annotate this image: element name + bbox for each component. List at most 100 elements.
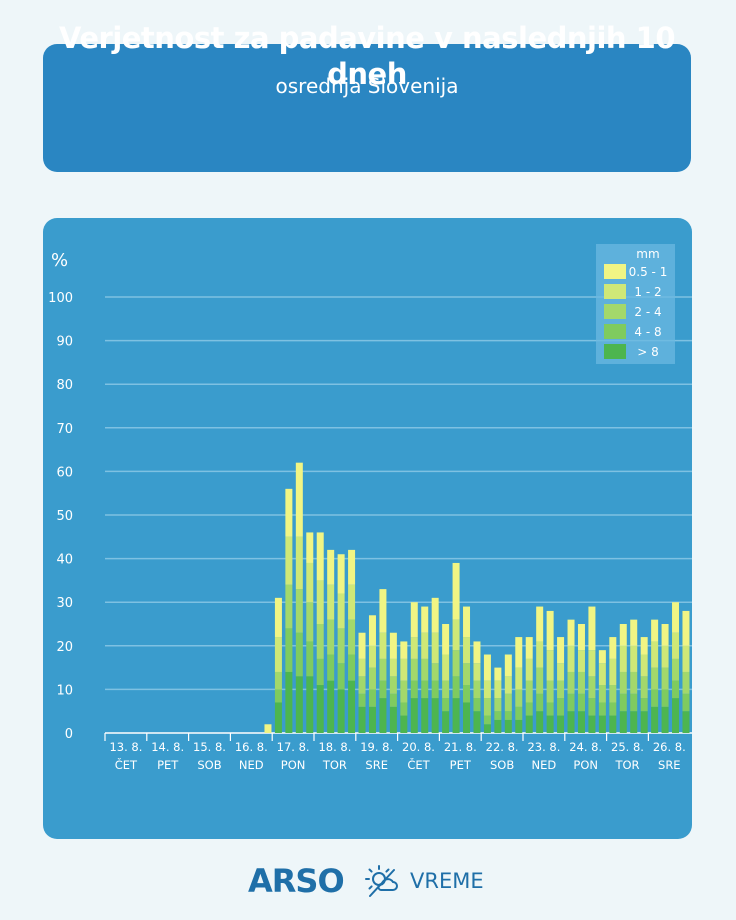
bar-segment (630, 671, 638, 694)
bar-segment (431, 698, 439, 733)
bar-segment (630, 645, 638, 672)
bar-segment (619, 645, 627, 672)
bar-segment (358, 706, 366, 733)
bar-segment (337, 663, 345, 690)
x-tick-weekday: NED (532, 758, 557, 772)
bar-segment (494, 680, 502, 699)
bar-segment (410, 698, 418, 733)
legend-entry: 2 - 4 (634, 305, 661, 319)
bar-segment (672, 658, 680, 681)
bar-segment (463, 702, 471, 733)
x-tick-weekday: TOR (614, 758, 639, 772)
bar-segment (295, 462, 303, 537)
bar-segment (515, 667, 523, 690)
x-tick-weekday: PON (281, 758, 306, 772)
legend-swatch (604, 304, 626, 319)
bar-segment (525, 715, 533, 733)
bar-segment (368, 667, 376, 690)
bar-segment (682, 610, 690, 646)
bar-segment (337, 593, 345, 629)
bar-segment (672, 602, 680, 633)
bar-segment (640, 711, 648, 733)
bar-segment (421, 632, 429, 659)
legend-swatch (604, 344, 626, 359)
bar-segment (651, 641, 659, 668)
bar-segment (379, 589, 387, 633)
bar-segment (295, 676, 303, 733)
bar-segment (598, 685, 606, 703)
bar-segment (410, 680, 418, 699)
bar-segment (546, 715, 554, 733)
bar-segment (651, 667, 659, 690)
bar-segment (306, 602, 314, 642)
bar-segment (557, 698, 565, 716)
bar-segment (651, 619, 659, 642)
x-tick-date: 26. 8. (653, 740, 686, 754)
y-tick-label: 40 (56, 553, 73, 568)
legend-entry: 0.5 - 1 (629, 265, 668, 279)
bar-segment (389, 676, 397, 694)
bar-segment (672, 680, 680, 699)
bar-segment (557, 637, 565, 664)
bar-segment (557, 715, 565, 733)
bar-segment (431, 680, 439, 699)
bar-segment (483, 680, 491, 699)
x-tick-date: 20. 8. (402, 740, 435, 754)
bar-segment (431, 597, 439, 633)
bar-segment (567, 711, 575, 733)
chart-subtitle: osrednja Slovenija (275, 74, 459, 98)
bar-segment (327, 680, 335, 733)
bar-segment (473, 711, 481, 733)
bar-segment (640, 654, 648, 677)
bar-segment (400, 658, 408, 681)
bar-segment (431, 632, 439, 664)
bar-segment (463, 663, 471, 686)
bar-segment (442, 711, 450, 733)
bar-segment (327, 654, 335, 681)
bar-segment (379, 698, 387, 733)
bar-segment (400, 715, 408, 733)
bar-segment (546, 650, 554, 681)
y-tick-label: 20 (56, 640, 73, 655)
bar-segment (410, 658, 418, 681)
bar-segment (316, 624, 324, 659)
weather-sun-cloud-icon (365, 865, 398, 897)
bar-segment (483, 698, 491, 716)
bar-segment (316, 658, 324, 686)
bar-segment (672, 632, 680, 659)
bar-segment (609, 637, 617, 659)
bar-segment (619, 671, 627, 694)
x-tick-weekday: SRE (658, 758, 681, 772)
bar-segment (295, 632, 303, 677)
bar-segment (368, 689, 376, 707)
bar-segment (640, 637, 648, 655)
arso-logo: ARSO (248, 862, 345, 900)
x-tick-date: 13. 8. (109, 740, 142, 754)
bar-segment (598, 702, 606, 716)
bar-segment (274, 597, 282, 638)
bar-segment (368, 615, 376, 646)
bar-segment (473, 680, 481, 699)
bar-segment (609, 685, 617, 703)
bar-segment (379, 680, 387, 699)
bar-segment (421, 606, 429, 633)
y-tick-label: 90 (56, 335, 73, 350)
bar-segment (379, 632, 387, 659)
bar-segment (442, 680, 450, 699)
bar-segment (567, 619, 575, 646)
bar-segment (348, 549, 356, 585)
bar-segment (536, 711, 544, 733)
bar-segment (494, 711, 502, 720)
x-tick-weekday: PET (450, 758, 472, 772)
bar-segment (504, 693, 512, 712)
bar-segment (327, 549, 335, 585)
bar-segment (557, 663, 565, 681)
bar-segment (609, 702, 617, 716)
x-tick-weekday: ČET (115, 757, 138, 772)
bar-segment (588, 606, 596, 651)
bar-segment (274, 702, 282, 733)
bar-segment (661, 689, 669, 707)
bar-segment (515, 637, 523, 668)
chart-header: Verjetnost za padavine v naslednjih 10 d… (43, 21, 691, 172)
bar-segment (682, 693, 690, 712)
